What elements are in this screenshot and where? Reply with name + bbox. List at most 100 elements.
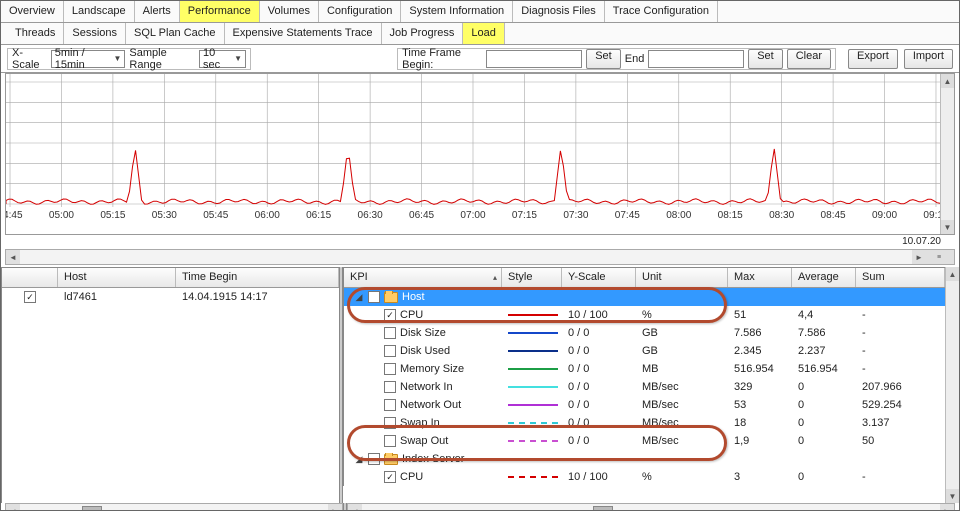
col-average[interactable]: Average: [792, 268, 856, 287]
checkbox-icon[interactable]: [384, 435, 396, 447]
scroll-thumb[interactable]: [82, 506, 102, 511]
svg-text:05:15: 05:15: [100, 210, 126, 221]
kpi-hscrollbar[interactable]: ◄ ►: [347, 503, 955, 511]
scroll-down-icon[interactable]: ▼: [941, 220, 954, 234]
scroll-right-icon[interactable]: ►: [912, 250, 926, 264]
subtab-sql-plan-cache[interactable]: SQL Plan Cache: [126, 23, 225, 44]
col-host[interactable]: Host: [58, 268, 176, 287]
scroll-track[interactable]: [20, 252, 912, 262]
tf-end-input[interactable]: [648, 50, 744, 68]
scroll-down-icon[interactable]: ▼: [946, 489, 959, 503]
subtab-load[interactable]: Load: [463, 23, 504, 44]
scroll-left-icon[interactable]: ◄: [6, 504, 20, 511]
checkbox-icon[interactable]: [368, 291, 380, 303]
checkbox-icon[interactable]: [384, 417, 396, 429]
cell-unit: MB/sec: [636, 399, 728, 411]
tree-group-row[interactable]: ◢Host: [344, 288, 945, 306]
tab-system-information[interactable]: System Information: [401, 1, 513, 22]
import-button[interactable]: Import: [904, 49, 953, 69]
subtab-threads[interactable]: Threads: [7, 23, 64, 44]
checkbox-icon[interactable]: [368, 453, 380, 465]
checkbox-icon[interactable]: [384, 363, 396, 375]
clear-button[interactable]: Clear: [787, 49, 831, 69]
set-end-button[interactable]: Set: [748, 49, 783, 69]
subtab-expensive-statements-trace[interactable]: Expensive Statements Trace: [225, 23, 382, 44]
chart-vscrollbar[interactable]: ▲ ▼: [940, 74, 954, 234]
tree-item-row[interactable]: Network In0 / 0MB/sec3290207.966: [344, 378, 945, 396]
style-swatch: [508, 386, 558, 388]
tab-alerts[interactable]: Alerts: [135, 1, 180, 22]
scroll-up-icon[interactable]: ▲: [941, 74, 954, 88]
kpi-label: Disk Used: [400, 345, 450, 357]
col-timebegin[interactable]: Time Begin: [176, 268, 339, 287]
expand-icon[interactable]: ◢: [354, 454, 364, 465]
cell-avg: 7.586: [792, 327, 856, 339]
row-check[interactable]: ✓: [2, 291, 58, 304]
cell-unit: MB/sec: [636, 435, 728, 447]
tab-performance[interactable]: Performance: [180, 1, 260, 22]
subtab-sessions[interactable]: Sessions: [64, 23, 126, 44]
xscale-combo[interactable]: 5min / 15min ▼: [51, 50, 126, 68]
scroll-track[interactable]: [362, 506, 940, 511]
tab-landscape[interactable]: Landscape: [64, 1, 135, 22]
sample-combo[interactable]: 10 sec ▼: [199, 50, 246, 68]
cell-avg: 516.954: [792, 363, 856, 375]
checkbox-icon[interactable]: [384, 345, 396, 357]
col-max[interactable]: Max: [728, 268, 792, 287]
tree-item-row[interactable]: ✓CPU10 / 100%514,4-: [344, 306, 945, 324]
checkbox-icon[interactable]: [384, 327, 396, 339]
subtab-job-progress[interactable]: Job Progress: [382, 23, 464, 44]
col-yscale[interactable]: Y-Scale: [562, 268, 636, 287]
checkbox-icon[interactable]: ✓: [24, 291, 36, 303]
checkbox-icon[interactable]: ✓: [384, 309, 396, 321]
kpi-vscrollbar[interactable]: ▲ ▼: [945, 267, 959, 503]
tab-volumes[interactable]: Volumes: [260, 1, 319, 22]
set-begin-button[interactable]: Set: [586, 49, 621, 69]
col-style[interactable]: Style: [502, 268, 562, 287]
checkbox-icon[interactable]: [384, 381, 396, 393]
tab-trace-configuration[interactable]: Trace Configuration: [605, 1, 718, 22]
xscale-value: 5min / 15min: [55, 47, 111, 71]
col-check[interactable]: [2, 268, 58, 287]
tf-begin-input[interactable]: [486, 50, 582, 68]
svg-text:06:15: 06:15: [306, 210, 332, 221]
scroll-right-icon[interactable]: ►: [940, 504, 954, 511]
tree-item-row[interactable]: Swap In0 / 0MB/sec1803.137: [344, 414, 945, 432]
cell-avg: 0: [792, 471, 856, 483]
scroll-right-icon[interactable]: ►: [328, 504, 342, 511]
scroll-left-icon[interactable]: ◄: [348, 504, 362, 511]
tree-item-row[interactable]: Disk Used0 / 0GB2.3452.237-: [344, 342, 945, 360]
tree-item-row[interactable]: Network Out0 / 0MB/sec530529.254: [344, 396, 945, 414]
checkbox-icon[interactable]: [384, 399, 396, 411]
tree-item-row[interactable]: Disk Size0 / 0GB7.5867.586-: [344, 324, 945, 342]
cell-sum: 207.966: [856, 381, 945, 393]
top-tabs: OverviewLandscapeAlertsPerformanceVolume…: [1, 1, 959, 23]
kpi-label: CPU: [400, 309, 423, 321]
col-unit[interactable]: Unit: [636, 268, 728, 287]
tree-group-row[interactable]: ◢Index Server: [344, 450, 945, 468]
export-button[interactable]: Export: [848, 49, 898, 69]
tree-item-row[interactable]: Swap Out0 / 0MB/sec1,9050: [344, 432, 945, 450]
hosts-hscrollbar[interactable]: ◄ ►: [5, 503, 343, 511]
scroll-left-icon[interactable]: ◄: [6, 250, 20, 264]
scroll-up-icon[interactable]: ▲: [946, 267, 959, 281]
load-chart[interactable]: 04:4505:0005:1505:3005:4506:0006:1506:30…: [6, 74, 940, 234]
table-row[interactable]: ✓ ld7461 14.04.1915 14:17: [2, 288, 339, 306]
scroll-track[interactable]: [20, 506, 328, 511]
tree-item-row[interactable]: ✓CPU10 / 100%30-: [344, 468, 945, 486]
expand-icon[interactable]: ◢: [354, 292, 364, 303]
col-kpi[interactable]: KPI▴: [344, 268, 502, 287]
svg-text:07:00: 07:00: [460, 210, 486, 221]
tree-item-row[interactable]: Memory Size0 / 0MB516.954516.954-: [344, 360, 945, 378]
cell-max: 2.345: [728, 345, 792, 357]
checkbox-icon[interactable]: ✓: [384, 471, 396, 483]
tab-overview[interactable]: Overview: [1, 1, 64, 22]
scroll-grip-icon[interactable]: ≡: [926, 250, 954, 264]
scroll-thumb[interactable]: [593, 506, 613, 511]
tab-configuration[interactable]: Configuration: [319, 1, 401, 22]
cell-yscale: 0 / 0: [562, 381, 636, 393]
tab-diagnosis-files[interactable]: Diagnosis Files: [513, 1, 605, 22]
hosts-grid-body: ✓ ld7461 14.04.1915 14:17: [2, 288, 339, 306]
chart-hscrollbar[interactable]: ◄ ► ≡: [5, 249, 955, 265]
col-sum[interactable]: Sum: [856, 268, 945, 287]
